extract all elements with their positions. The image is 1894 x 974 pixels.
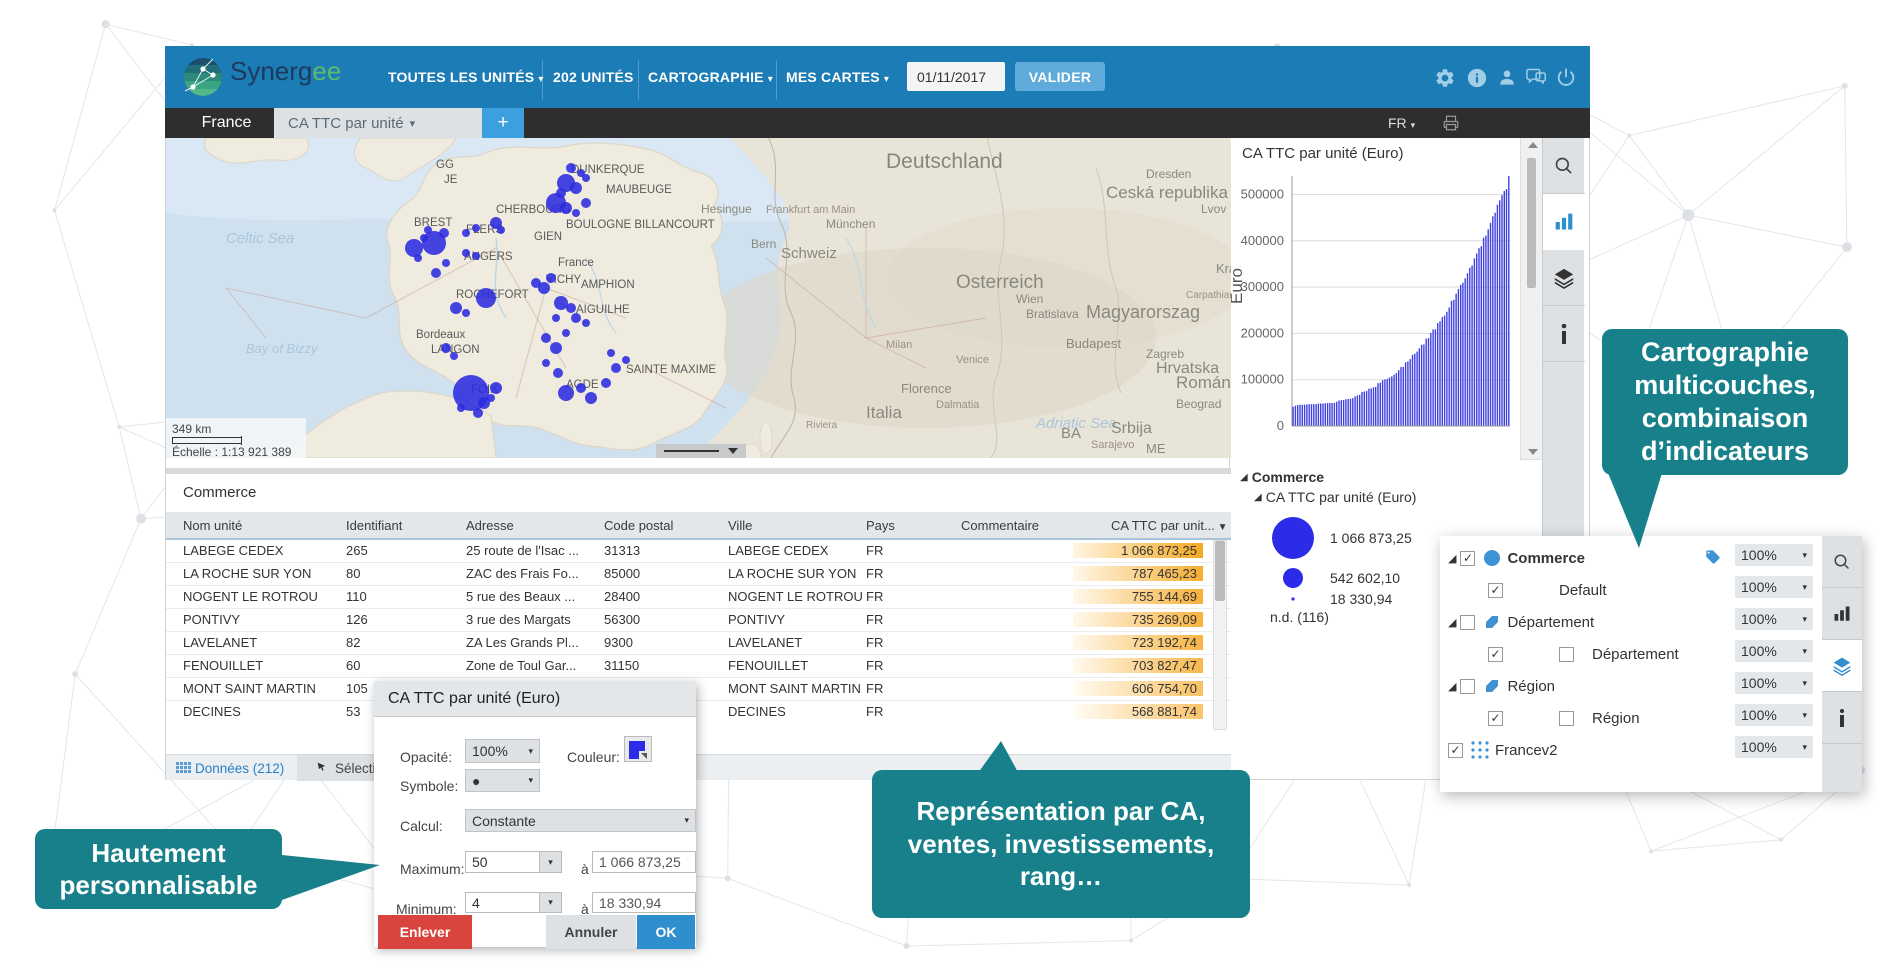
- svg-text:Italia: Italia: [866, 403, 902, 422]
- svg-text:München: München: [826, 217, 875, 231]
- svg-text:Kraków: Kraków: [1216, 261, 1231, 276]
- svg-text:Dalmatia: Dalmatia: [936, 399, 980, 411]
- svg-text:500000: 500000: [1241, 187, 1284, 202]
- svg-text:Ceská republika: Ceská republika: [1106, 183, 1228, 202]
- svg-text:Euro: Euro: [1230, 268, 1246, 304]
- svg-text:Carpathian Mo: Carpathian Mo: [1186, 290, 1231, 301]
- svg-text:Deutschland: Deutschland: [886, 150, 1003, 173]
- svg-text:Bern: Bern: [751, 237, 776, 251]
- svg-text:Budapest: Budapest: [1066, 336, 1121, 351]
- svg-text:Venice: Venice: [956, 354, 989, 366]
- svg-text:Lvov: Lvov: [1201, 202, 1226, 216]
- svg-text:Osterreich: Osterreich: [956, 272, 1044, 293]
- svg-text:MAUBEUGE: MAUBEUGE: [606, 184, 672, 196]
- svg-text:ME: ME: [1146, 441, 1166, 456]
- svg-text:BOULOGNE BILLANCOURT: BOULOGNE BILLANCOURT: [566, 219, 715, 231]
- svg-text:Zagreb: Zagreb: [1146, 347, 1184, 361]
- svg-text:JE: JE: [444, 174, 458, 186]
- svg-text:AMPHION: AMPHION: [581, 279, 635, 291]
- svg-text:France: France: [558, 257, 594, 269]
- svg-text:Bay of Bizzy: Bay of Bizzy: [246, 341, 319, 356]
- svg-text:Florence: Florence: [901, 381, 952, 396]
- svg-text:Srbija: Srbija: [1111, 420, 1152, 437]
- svg-text:BREST: BREST: [414, 217, 452, 229]
- svg-text:Celtic Sea: Celtic Sea: [226, 230, 294, 247]
- svg-text:Sarajevo: Sarajevo: [1091, 439, 1134, 451]
- svg-text:AIGUILHE: AIGUILHE: [576, 304, 630, 316]
- svg-text:Magyarorszag: Magyarorszag: [1086, 302, 1200, 322]
- svg-text:GIEN: GIEN: [534, 231, 562, 243]
- svg-text:Dresden: Dresden: [1146, 167, 1191, 181]
- svg-text:300000: 300000: [1241, 279, 1284, 294]
- svg-text:400000: 400000: [1241, 233, 1284, 248]
- svg-text:Bordeaux: Bordeaux: [416, 329, 465, 341]
- svg-text:Riviera: Riviera: [806, 420, 838, 431]
- svg-text:Hesingue: Hesingue: [701, 202, 752, 216]
- svg-text:GG: GG: [436, 159, 454, 171]
- svg-text:200000: 200000: [1241, 325, 1284, 340]
- svg-text:Bratislava: Bratislava: [1026, 307, 1079, 321]
- svg-text:0: 0: [1277, 418, 1284, 433]
- svg-text:100000: 100000: [1241, 372, 1284, 387]
- svg-text:Schweiz: Schweiz: [781, 245, 837, 262]
- svg-text:Hrvatska: Hrvatska: [1156, 360, 1219, 377]
- svg-text:Frankfurt am Main: Frankfurt am Main: [766, 204, 855, 216]
- svg-text:Wien: Wien: [1016, 292, 1043, 306]
- svg-text:CA TTC par unité (Euro): CA TTC par unité (Euro): [1242, 145, 1403, 162]
- svg-text:BA: BA: [1061, 425, 1081, 442]
- svg-text:Milan: Milan: [886, 339, 912, 351]
- svg-text:SAINTE MAXIME: SAINTE MAXIME: [626, 364, 716, 376]
- svg-text:ANGERS: ANGERS: [464, 251, 513, 263]
- svg-text:Beograd: Beograd: [1176, 397, 1221, 411]
